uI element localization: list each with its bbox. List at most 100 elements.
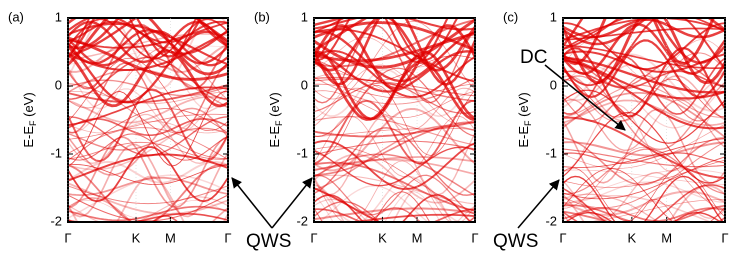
x-tick-label: Γ — [224, 230, 231, 245]
band-texture-line — [563, 78, 725, 118]
band-texture-line — [68, 146, 228, 203]
band-texture-line — [68, 91, 228, 167]
band-texture-line — [314, 116, 475, 146]
band-texture-line — [68, 176, 228, 196]
band-texture-line — [68, 175, 228, 222]
band-texture-line — [563, 18, 725, 50]
x-tick-label: Γ — [310, 230, 317, 245]
band-texture-line — [68, 200, 228, 219]
band-texture-line — [68, 160, 228, 184]
band-texture-line — [68, 133, 228, 161]
band-texture-line — [314, 140, 475, 156]
band-texture-line — [563, 99, 725, 151]
band-texture-line — [68, 113, 228, 164]
band-texture-line — [68, 163, 228, 222]
band-texture-line — [563, 167, 725, 222]
band-texture-line — [68, 108, 228, 161]
panel: -2 -1 0 1 Γ K M Γ (c) E-EF (eV) — [503, 9, 729, 245]
band-texture-line — [563, 39, 725, 80]
band-texture-line — [563, 56, 725, 94]
band-texture-line — [314, 87, 475, 131]
y-tick-label: 0 — [550, 77, 557, 92]
band-texture-line — [314, 160, 475, 222]
band-texture-line — [314, 36, 475, 68]
band-texture-line — [68, 36, 228, 81]
x-tick-label: M — [412, 230, 423, 245]
band-texture-line — [314, 30, 475, 83]
y-tick-label: -1 — [296, 145, 308, 160]
y-axis-label: E-EF (eV) — [516, 92, 533, 147]
band-texture-line — [563, 152, 725, 164]
y-axis-label-part: E-E — [516, 126, 531, 148]
band-texture-line — [314, 18, 475, 86]
y-tick-label: -2 — [545, 213, 557, 228]
panel-label: (b) — [254, 9, 270, 24]
band-texture-line — [314, 68, 475, 118]
band-texture-line — [563, 53, 725, 112]
panel: -2 -1 0 1 Γ K M Γ (b) E-EF (eV) — [254, 9, 479, 245]
band-texture-line — [314, 32, 475, 63]
y-axis-label: E-EF (eV) — [267, 92, 284, 147]
band-texture-line — [314, 90, 475, 119]
band-texture-line — [563, 156, 725, 200]
band-texture-line — [68, 18, 228, 90]
band-texture-line — [314, 18, 475, 72]
band-texture-line — [68, 225, 228, 239]
band-texture-line — [563, 184, 725, 222]
band-texture-line — [563, 18, 725, 46]
band-texture-line — [314, 121, 475, 138]
band-texture-line — [314, 64, 475, 125]
band-texture — [68, 18, 228, 239]
band-texture-line — [563, 91, 725, 138]
x-tick-label: M — [165, 230, 176, 245]
y-tick-label: -1 — [50, 145, 62, 160]
band-texture-line — [563, 169, 725, 201]
band-texture-line — [68, 121, 228, 134]
band-texture-line — [314, 158, 475, 175]
band-texture-line — [314, 121, 475, 176]
x-tick-label: Γ — [471, 230, 478, 245]
x-tick-label: Γ — [559, 230, 566, 245]
band-texture-line — [314, 140, 475, 190]
band-texture-line — [563, 75, 725, 122]
band-texture-line — [563, 84, 725, 118]
band-texture-line — [563, 123, 725, 169]
band-texture-line — [563, 52, 725, 123]
band-texture-line — [68, 196, 228, 222]
annotation: QWS — [493, 231, 538, 252]
band-texture-line — [68, 96, 228, 124]
band-texture-line — [563, 18, 725, 64]
band-texture-line — [563, 169, 725, 185]
y-axis-label-part: E-E — [21, 126, 36, 148]
band-texture-line — [563, 70, 725, 89]
band-texture-line — [314, 191, 441, 222]
band-texture-line — [563, 111, 725, 184]
band-texture-line — [68, 102, 228, 171]
band-texture-line — [68, 118, 228, 137]
band-texture-line — [314, 207, 475, 221]
band-texture-line — [68, 116, 228, 156]
band-texture-line — [314, 20, 475, 100]
band-texture-line — [68, 205, 228, 222]
band-texture-line — [68, 20, 228, 44]
band-texture-line — [563, 18, 715, 66]
band-texture-line — [314, 187, 382, 222]
band-texture-line — [314, 24, 475, 104]
band-texture — [314, 18, 475, 222]
annotation: DC — [520, 47, 547, 68]
band-texture-line — [563, 146, 725, 209]
band-texture-line — [68, 174, 228, 219]
band-texture-line — [68, 23, 228, 90]
band-texture-line — [68, 42, 228, 73]
band-texture-line — [563, 60, 725, 88]
band-texture-line — [563, 99, 725, 127]
y-axis-label-part: E-E — [267, 126, 282, 148]
band-texture-line — [68, 44, 228, 110]
band-texture-line — [68, 18, 228, 50]
band-texture-line — [68, 113, 228, 140]
band-texture-line — [68, 88, 228, 134]
arrow — [517, 179, 560, 229]
panel-label: (a) — [8, 9, 24, 24]
